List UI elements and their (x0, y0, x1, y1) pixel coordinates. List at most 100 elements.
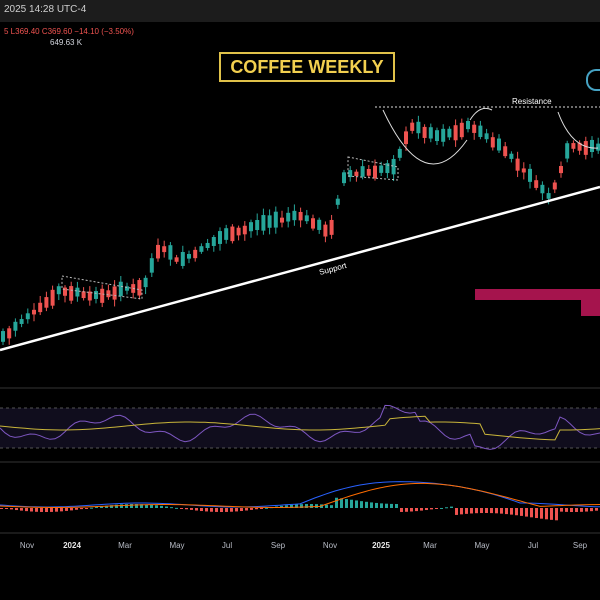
histogram-bar (545, 508, 548, 520)
histogram-bar (590, 508, 593, 512)
candle-body (348, 170, 353, 178)
candle-body (410, 122, 415, 131)
histogram-bar (390, 503, 393, 508)
histogram-bar (330, 505, 333, 508)
candle-body (174, 257, 179, 262)
signal-line (0, 482, 600, 508)
histogram-bar (215, 508, 218, 512)
candle-body (106, 290, 111, 298)
candle-body (317, 219, 322, 230)
handle-arc (469, 107, 493, 121)
histogram-bar (245, 508, 248, 511)
cup-arc-1 (382, 109, 468, 165)
candle-body (472, 124, 477, 133)
price-candles (1, 115, 600, 346)
candle-body (50, 289, 55, 306)
ohlc-legend: 5 L369.40 C369.60 −14.10 (−3.50%) (4, 27, 134, 36)
candle-body (224, 228, 229, 240)
candle-body (32, 309, 36, 315)
rsi-ma-line (0, 415, 600, 441)
candle-body (528, 168, 532, 182)
candle-body (100, 288, 105, 303)
candle-body (559, 166, 563, 174)
candle-body (44, 297, 49, 308)
histogram-bar (45, 508, 48, 512)
candle-body (404, 131, 408, 145)
histogram-bar (595, 508, 598, 511)
time-tick-label: 2025 (372, 541, 390, 550)
histogram-bar (60, 508, 63, 512)
histogram-bar (35, 508, 38, 512)
histogram-bar (250, 508, 253, 510)
candle-body (323, 224, 328, 237)
candle-body (180, 251, 185, 266)
histogram-bar (355, 500, 358, 508)
candle-body (112, 286, 117, 300)
histogram-bar (470, 508, 473, 514)
candle-body (484, 133, 489, 140)
histogram-bar (15, 508, 18, 511)
time-tick-label: Jul (221, 541, 233, 550)
histogram-bar (90, 507, 93, 509)
histogram-bar (150, 504, 153, 508)
time-tick-label: 2024 (63, 541, 81, 550)
histogram-bar (435, 508, 438, 509)
histogram-bar (530, 508, 533, 518)
candle-body (335, 198, 340, 205)
candle-body (1, 331, 5, 342)
histogram-bar (265, 507, 268, 509)
histogram-bar (105, 505, 108, 508)
candle-body (38, 302, 43, 313)
histogram-bar (80, 508, 83, 510)
candle-body (304, 215, 309, 222)
histogram-bar (25, 508, 28, 512)
histogram-bar (200, 508, 203, 512)
histogram-bar (40, 508, 43, 512)
histogram-bar (350, 499, 353, 508)
candle-body (540, 184, 545, 194)
candle-body (118, 281, 123, 297)
histogram-bar (235, 508, 238, 512)
candle-body (441, 128, 446, 142)
histogram-bar (30, 508, 33, 512)
histogram-bar (145, 504, 148, 508)
candle-body (236, 227, 241, 236)
histogram-bar (65, 508, 68, 511)
candle-body (137, 280, 142, 296)
support-trendline (0, 185, 600, 352)
histogram-bar (325, 504, 328, 508)
histogram-bar (185, 508, 188, 510)
candle-body (565, 143, 570, 159)
candle-body (509, 153, 514, 159)
histogram-bar (455, 508, 458, 515)
histogram-bar (585, 508, 588, 512)
histogram-bar (100, 506, 103, 508)
histogram-bar (120, 504, 123, 508)
histogram-bar (255, 508, 258, 510)
supply-zone (475, 289, 600, 300)
histogram-bar (85, 508, 88, 509)
histogram-bar (400, 508, 403, 512)
histogram-bar (500, 508, 503, 514)
candle-body (162, 246, 167, 253)
candle-body (69, 286, 74, 301)
candle-body (453, 125, 458, 141)
candle-body (149, 258, 154, 273)
histogram-bar (515, 508, 518, 516)
candle-body (13, 321, 18, 331)
histogram-bar (110, 505, 113, 508)
candle-body (534, 180, 539, 188)
candle-body (87, 291, 92, 301)
histogram-bar (465, 508, 468, 514)
candle-body (521, 168, 526, 173)
supply-zone-2 (581, 300, 600, 316)
histogram-bar (570, 508, 573, 512)
candle-body (342, 172, 346, 184)
candle-body (385, 163, 390, 174)
candle-body (25, 313, 30, 320)
cup-arc-2 (557, 111, 599, 149)
time-tick-label: Mar (118, 541, 132, 550)
candle-body (273, 211, 278, 228)
histogram-bar (130, 504, 133, 508)
histogram-bar (225, 508, 228, 512)
